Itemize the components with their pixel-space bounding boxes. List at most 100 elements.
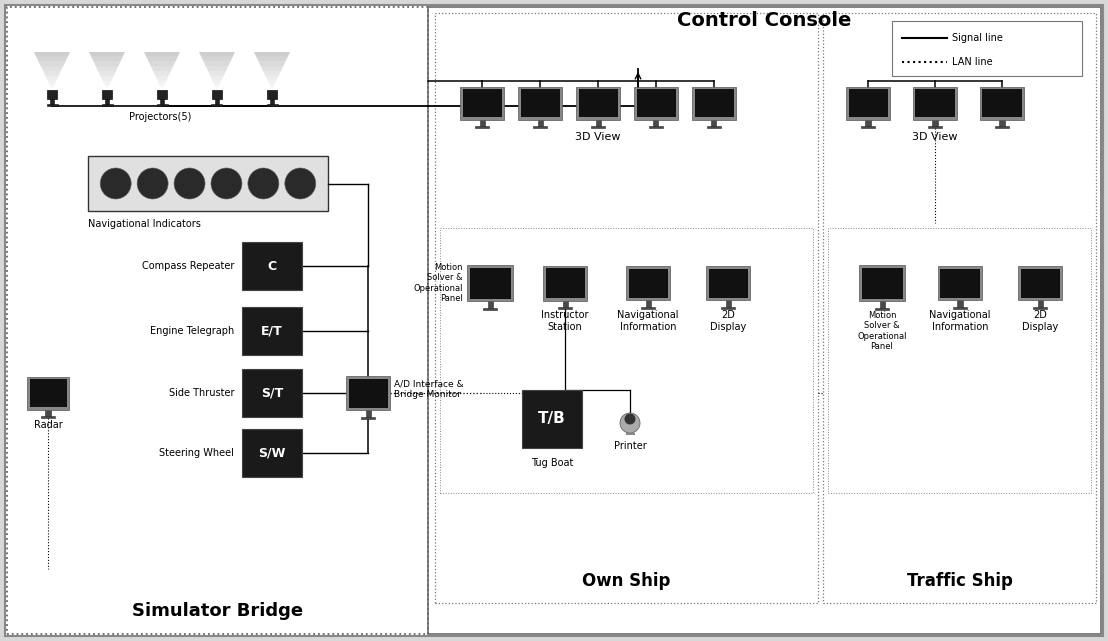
Bar — [349, 378, 388, 408]
Polygon shape — [103, 81, 112, 85]
Text: 2D
Display: 2D Display — [710, 310, 746, 331]
Polygon shape — [98, 71, 116, 76]
Bar — [646, 300, 650, 307]
Polygon shape — [146, 57, 177, 62]
Bar — [428, 7, 1101, 634]
Bar — [983, 89, 1022, 117]
Text: E/T: E/T — [261, 324, 283, 338]
Circle shape — [285, 168, 316, 199]
Circle shape — [248, 168, 279, 199]
Circle shape — [174, 168, 205, 199]
Polygon shape — [269, 85, 275, 90]
Bar — [267, 104, 277, 106]
Text: Navigational
Information: Navigational Information — [930, 310, 991, 331]
Text: 3D View: 3D View — [575, 131, 620, 142]
Bar — [726, 300, 730, 307]
Polygon shape — [89, 52, 125, 57]
Bar — [913, 87, 957, 119]
Bar — [480, 119, 484, 126]
Text: Own Ship: Own Ship — [583, 572, 670, 590]
Text: Simulator Bridge: Simulator Bridge — [132, 602, 304, 620]
Bar — [595, 119, 601, 126]
Bar — [533, 126, 547, 128]
Bar — [707, 126, 721, 128]
Circle shape — [100, 168, 131, 199]
Bar — [636, 89, 676, 117]
Text: Motion
Solver &
Operational
Panel: Motion Solver & Operational Panel — [858, 311, 906, 351]
Polygon shape — [93, 62, 121, 66]
Bar — [470, 267, 511, 299]
Bar — [915, 89, 954, 117]
Text: C: C — [267, 260, 277, 272]
Polygon shape — [155, 76, 168, 81]
Bar — [828, 228, 1091, 493]
Bar — [242, 307, 302, 355]
Polygon shape — [153, 71, 171, 76]
Bar — [475, 126, 489, 128]
Bar — [626, 266, 670, 300]
Text: Engine Telegraph: Engine Telegraph — [150, 326, 234, 336]
Text: Signal line: Signal line — [952, 33, 1003, 43]
Polygon shape — [160, 85, 164, 90]
Bar — [823, 13, 1096, 603]
Bar — [543, 265, 587, 301]
Text: Motion
Solver &
Operational
Panel: Motion Solver & Operational Panel — [413, 263, 463, 303]
Bar — [45, 410, 51, 417]
Bar — [521, 89, 560, 117]
Bar — [938, 266, 982, 300]
Polygon shape — [263, 71, 281, 76]
Bar — [721, 306, 735, 308]
Bar — [941, 269, 979, 297]
Polygon shape — [213, 81, 222, 85]
Text: LAN line: LAN line — [952, 57, 993, 67]
Bar — [88, 156, 328, 211]
Bar — [933, 119, 937, 126]
Bar — [862, 267, 903, 299]
Polygon shape — [206, 66, 228, 71]
Bar — [642, 306, 655, 308]
Circle shape — [211, 168, 242, 199]
Bar — [1018, 266, 1061, 300]
Polygon shape — [202, 57, 233, 62]
Bar — [649, 126, 663, 128]
Polygon shape — [105, 85, 110, 90]
Bar — [466, 265, 513, 301]
Bar — [519, 87, 562, 119]
Bar — [270, 99, 274, 104]
Bar — [212, 90, 222, 99]
Bar — [979, 87, 1024, 119]
Bar — [242, 369, 302, 417]
Bar — [346, 376, 390, 410]
Bar — [953, 306, 967, 308]
Bar — [50, 99, 54, 104]
Bar — [634, 87, 678, 119]
Polygon shape — [91, 57, 123, 62]
Bar — [47, 90, 57, 99]
Bar — [1037, 300, 1043, 307]
Polygon shape — [43, 71, 61, 76]
Polygon shape — [41, 66, 63, 71]
Circle shape — [620, 413, 640, 433]
Bar — [27, 376, 69, 410]
Polygon shape — [265, 76, 279, 81]
Bar — [105, 99, 109, 104]
Bar — [711, 119, 717, 126]
Polygon shape — [151, 66, 173, 71]
Bar — [999, 119, 1005, 126]
Text: Compass Repeater: Compass Repeater — [142, 261, 234, 271]
Bar — [957, 300, 963, 307]
Bar — [102, 104, 113, 106]
Bar — [558, 307, 572, 309]
Bar — [695, 89, 733, 117]
Polygon shape — [144, 52, 179, 57]
Polygon shape — [50, 85, 54, 90]
Text: Traffic Ship: Traffic Ship — [906, 572, 1013, 590]
Polygon shape — [215, 85, 219, 90]
Bar — [462, 89, 502, 117]
Bar — [628, 269, 667, 297]
Bar — [267, 90, 277, 99]
Bar — [30, 379, 66, 407]
Bar — [160, 99, 164, 104]
Text: Printer: Printer — [614, 441, 646, 451]
Bar — [1033, 306, 1047, 308]
